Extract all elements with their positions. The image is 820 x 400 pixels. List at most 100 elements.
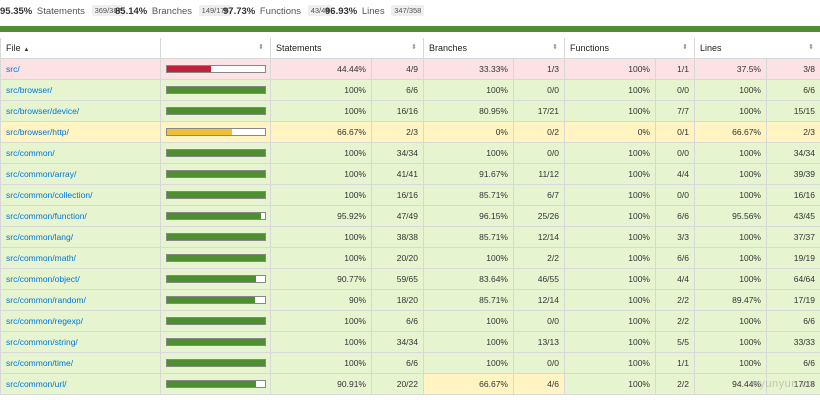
table-row: src/common/lang/100% 38/38 85.71% 12/14 100%… <box>0 226 820 248</box>
coverage-bar <box>166 275 266 283</box>
coverage-bar-fill <box>167 192 265 198</box>
lines-fraction: 64/64 <box>765 268 820 290</box>
file-link[interactable]: src/common/collection/ <box>6 190 93 200</box>
statements-fraction: 59/65 <box>371 268 424 290</box>
statements-pct: 100% <box>270 331 372 353</box>
coverage-bar <box>166 191 266 199</box>
statements-pct: 66.67% <box>270 121 372 143</box>
coverage-bar-fill <box>167 297 256 303</box>
functions-pct: 100% <box>564 310 656 332</box>
table-row: src/common/collection/100% 16/16 85.71% 6/7… <box>0 184 820 206</box>
summary-lines: 96.93% Lines 347/358 <box>325 5 425 17</box>
file-cell: src/browser/http/ <box>0 121 161 143</box>
file-link[interactable]: src/common/object/ <box>6 274 80 284</box>
coverage-bar <box>166 296 266 304</box>
coverage-bar-cell <box>160 142 271 164</box>
branches-pct: 85.71% <box>423 184 514 206</box>
lines-fraction: 34/34 <box>765 142 820 164</box>
functions-pct: 100% <box>564 289 656 311</box>
file-link[interactable]: src/common/regexp/ <box>6 316 83 326</box>
file-link[interactable]: src/common/time/ <box>6 358 74 368</box>
statements-fraction: 6/6 <box>371 79 424 101</box>
coverage-bar <box>166 128 266 136</box>
header-statements[interactable]: Statements ⬍ <box>270 38 424 59</box>
coverage-bar-cell <box>160 247 271 269</box>
coverage-bar <box>166 317 266 325</box>
header-functions[interactable]: Functions ⬍ <box>564 38 695 59</box>
coverage-bar <box>166 233 266 241</box>
functions-pct: 100% <box>564 205 656 227</box>
functions-pct: 0% <box>564 121 656 143</box>
branches-pct: 33.33% <box>423 58 514 80</box>
functions-pct: 100% <box>564 352 656 374</box>
file-link[interactable]: src/common/lang/ <box>6 232 74 242</box>
header-file[interactable]: File ▲ <box>0 38 161 59</box>
coverage-bar-cell <box>160 289 271 311</box>
lines-fraction: 6/6 <box>765 352 820 374</box>
file-link[interactable]: src/common/string/ <box>6 337 78 347</box>
file-cell: src/common/lang/ <box>0 226 161 248</box>
branches-pct: 100% <box>423 352 514 374</box>
summary-lines-pct: 96.93% <box>325 6 358 17</box>
statements-pct: 44.44% <box>270 58 372 80</box>
coverage-bar <box>166 254 266 262</box>
sort-icon: ⬍ <box>808 44 815 51</box>
coverage-bar <box>166 380 266 388</box>
branches-pct: 66.67% <box>423 373 514 395</box>
header-lines[interactable]: Lines ⬍ <box>693 38 820 59</box>
functions-fraction: 7/7 <box>655 100 695 122</box>
statements-fraction: 41/41 <box>371 163 424 185</box>
coverage-bar-fill <box>167 381 257 387</box>
file-link[interactable]: src/common/math/ <box>6 253 76 263</box>
branches-fraction: 0/0 <box>513 79 565 101</box>
lines-pct: 100% <box>694 352 767 374</box>
file-link[interactable]: src/common/random/ <box>6 295 86 305</box>
table-row: src/common/array/100% 41/41 91.67% 11/12 100… <box>0 163 820 185</box>
header-bar[interactable]: ⬍ <box>160 38 271 59</box>
file-link[interactable]: src/common/function/ <box>6 211 87 221</box>
lines-fraction: 15/15 <box>765 100 820 122</box>
functions-fraction: 0/1 <box>655 121 695 143</box>
summary-statements-pct: 95.35% <box>0 6 33 17</box>
lines-fraction: 6/6 <box>765 310 820 332</box>
functions-pct: 100% <box>564 373 656 395</box>
table-row: src/common/regexp/100% 6/6 100% 0/0 100% 2/2 1… <box>0 310 820 332</box>
functions-pct: 100% <box>564 331 656 353</box>
coverage-bar-fill <box>167 318 265 324</box>
file-link[interactable]: src/browser/device/ <box>6 106 80 116</box>
branches-fraction: 4/6 <box>513 373 565 395</box>
file-link[interactable]: src/browser/ <box>6 85 53 95</box>
functions-fraction: 4/4 <box>655 163 695 185</box>
file-link[interactable]: src/common/url/ <box>6 379 67 389</box>
statements-fraction: 2/3 <box>371 121 424 143</box>
coverage-bar <box>166 359 266 367</box>
branches-pct: 96.15% <box>423 205 514 227</box>
coverage-bar-cell <box>160 184 271 206</box>
file-cell: src/common/string/ <box>0 331 161 353</box>
coverage-bar-fill <box>167 171 265 177</box>
coverage-bar-cell <box>160 79 271 101</box>
header-file-label: File <box>6 43 21 53</box>
branches-fraction: 13/13 <box>513 331 565 353</box>
lines-fraction: 19/19 <box>765 247 820 269</box>
sort-icon: ⬍ <box>411 44 417 51</box>
statements-fraction: 6/6 <box>371 310 424 332</box>
file-cell: src/browser/ <box>0 79 161 101</box>
file-link[interactable]: src/ <box>6 64 20 74</box>
sort-icon: ⬍ <box>258 44 264 51</box>
file-cell: src/browser/device/ <box>0 100 161 122</box>
functions-fraction: 4/4 <box>655 268 695 290</box>
statements-fraction: 34/34 <box>371 142 424 164</box>
lines-pct: 100% <box>694 310 767 332</box>
header-functions-label: Functions <box>570 43 610 53</box>
file-link[interactable]: src/common/ <box>6 148 55 158</box>
branches-pct: 83.64% <box>423 268 514 290</box>
statements-fraction: 4/9 <box>371 58 424 80</box>
file-link[interactable]: src/browser/http/ <box>6 127 69 137</box>
lines-fraction: 17/18 <box>765 373 820 395</box>
lines-fraction: 6/6 <box>765 79 820 101</box>
lines-fraction: 2/3 <box>765 121 820 143</box>
header-branches[interactable]: Branches ⬍ <box>423 38 565 59</box>
file-link[interactable]: src/common/array/ <box>6 169 77 179</box>
coverage-bar-fill <box>167 255 265 261</box>
